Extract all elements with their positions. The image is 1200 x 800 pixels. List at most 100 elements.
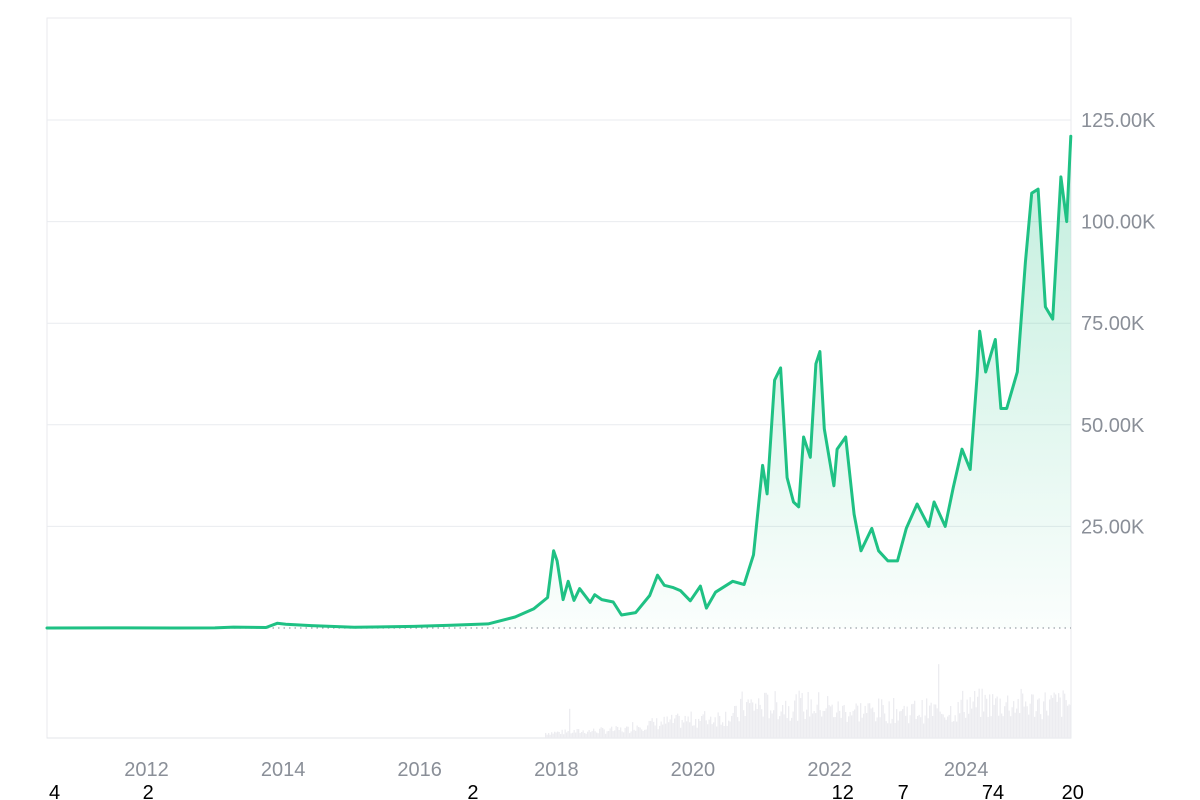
volume-bar bbox=[977, 696, 979, 738]
volume-bar bbox=[975, 707, 977, 738]
volume-bar bbox=[615, 726, 617, 738]
volume-bar bbox=[603, 729, 605, 738]
volume-bar bbox=[747, 699, 749, 738]
volume-bar bbox=[1032, 694, 1034, 738]
bottom-row-label: 2 bbox=[143, 782, 154, 800]
volume-bar bbox=[854, 709, 856, 738]
volume-bar bbox=[771, 713, 773, 738]
volume-bar bbox=[972, 701, 974, 738]
volume-bar bbox=[773, 710, 775, 738]
volume-bar bbox=[1053, 692, 1055, 738]
volume-bar bbox=[549, 734, 551, 738]
volume-bar bbox=[993, 704, 995, 738]
volume-bar bbox=[675, 715, 677, 738]
volume-bar bbox=[968, 713, 970, 738]
volume-bar bbox=[1017, 698, 1019, 738]
volume-bar bbox=[798, 690, 800, 738]
footer-labels: 4 2 2 12 7 74 20 bbox=[49, 782, 1084, 800]
volume-bar bbox=[645, 729, 647, 738]
volume-bar bbox=[1044, 692, 1046, 738]
volume-bar bbox=[755, 703, 757, 738]
volume-bar bbox=[665, 723, 667, 738]
volume-bar bbox=[1038, 698, 1040, 738]
volume-bar bbox=[717, 712, 719, 738]
volume-bar bbox=[830, 706, 832, 738]
volume-bar bbox=[978, 688, 980, 738]
volume-bar bbox=[707, 724, 709, 738]
volume-bar bbox=[873, 712, 875, 738]
volume-bar bbox=[996, 696, 998, 738]
volume-bar bbox=[663, 716, 665, 738]
y-tick-label: 25.00K bbox=[1081, 516, 1145, 538]
volume-bar bbox=[684, 715, 686, 738]
volume-bar bbox=[1035, 711, 1037, 738]
volume-bar bbox=[848, 716, 850, 738]
volume-bar bbox=[627, 726, 629, 738]
volume-bar bbox=[585, 733, 587, 738]
volume-bar bbox=[1070, 704, 1072, 738]
y-tick-label: 125.00K bbox=[1081, 110, 1156, 132]
volume-bar bbox=[1043, 701, 1045, 738]
volume-bar bbox=[812, 713, 814, 738]
volume-bar bbox=[780, 711, 782, 738]
volume-bar bbox=[668, 722, 670, 738]
volume-bar bbox=[882, 705, 884, 738]
volume-bar bbox=[932, 716, 934, 738]
volume-bar bbox=[600, 727, 602, 738]
volume-bar bbox=[749, 703, 751, 738]
volume-bar bbox=[1005, 702, 1007, 738]
volume-bar bbox=[863, 713, 865, 738]
volume-bar bbox=[831, 704, 833, 738]
volume-bar bbox=[1064, 693, 1066, 738]
volume-bar bbox=[959, 713, 961, 738]
volume-bar bbox=[729, 721, 731, 738]
volume-bar bbox=[737, 717, 739, 738]
volume-bar bbox=[699, 720, 701, 738]
volume-bar bbox=[816, 704, 818, 738]
volume-bar bbox=[827, 696, 829, 738]
volume-bar bbox=[1016, 708, 1018, 738]
volume-bar bbox=[636, 725, 638, 738]
plot-frame bbox=[46, 17, 1072, 739]
volume-bar bbox=[647, 725, 649, 738]
volume-bar bbox=[608, 731, 610, 738]
volume-bar bbox=[1028, 714, 1030, 738]
volume-bar bbox=[639, 727, 641, 738]
volume-bar bbox=[713, 722, 715, 738]
volume-bar bbox=[648, 720, 650, 738]
volume-bar bbox=[890, 723, 892, 738]
volume-bar bbox=[716, 726, 718, 738]
volume-bar bbox=[774, 691, 776, 738]
volume-bar bbox=[876, 717, 878, 738]
volume-bar bbox=[941, 713, 943, 738]
volume-bar bbox=[912, 703, 914, 738]
volume-bar bbox=[905, 715, 907, 738]
volume-bar bbox=[746, 702, 748, 738]
volume-bar bbox=[803, 711, 805, 738]
x-tick-label: 2024 bbox=[944, 759, 989, 781]
volume-bar bbox=[551, 732, 553, 738]
y-tick-label: 50.00K bbox=[1081, 415, 1145, 437]
volume-bar bbox=[887, 723, 889, 738]
volume-bar bbox=[623, 732, 625, 738]
volume-bar bbox=[810, 699, 812, 738]
volume-bar bbox=[696, 727, 698, 738]
volume-bar bbox=[720, 724, 722, 738]
volume-bar bbox=[899, 711, 901, 738]
volume-bar bbox=[794, 700, 796, 738]
volume-bar bbox=[719, 715, 721, 738]
volume-bar bbox=[1023, 706, 1025, 738]
volume-bar bbox=[797, 720, 799, 738]
volume-bar bbox=[689, 722, 691, 738]
volume-bar bbox=[558, 732, 560, 738]
volume-bar bbox=[677, 713, 679, 738]
volume-bar bbox=[593, 728, 595, 738]
volume-bar bbox=[785, 700, 787, 738]
volume-bar bbox=[1037, 699, 1039, 738]
volume-bar bbox=[581, 731, 583, 738]
volume-bar bbox=[711, 724, 713, 738]
volume-bar bbox=[950, 706, 952, 738]
volume-bar bbox=[902, 709, 904, 738]
volume-bar bbox=[687, 716, 689, 738]
price-line bbox=[45, 134, 1073, 630]
